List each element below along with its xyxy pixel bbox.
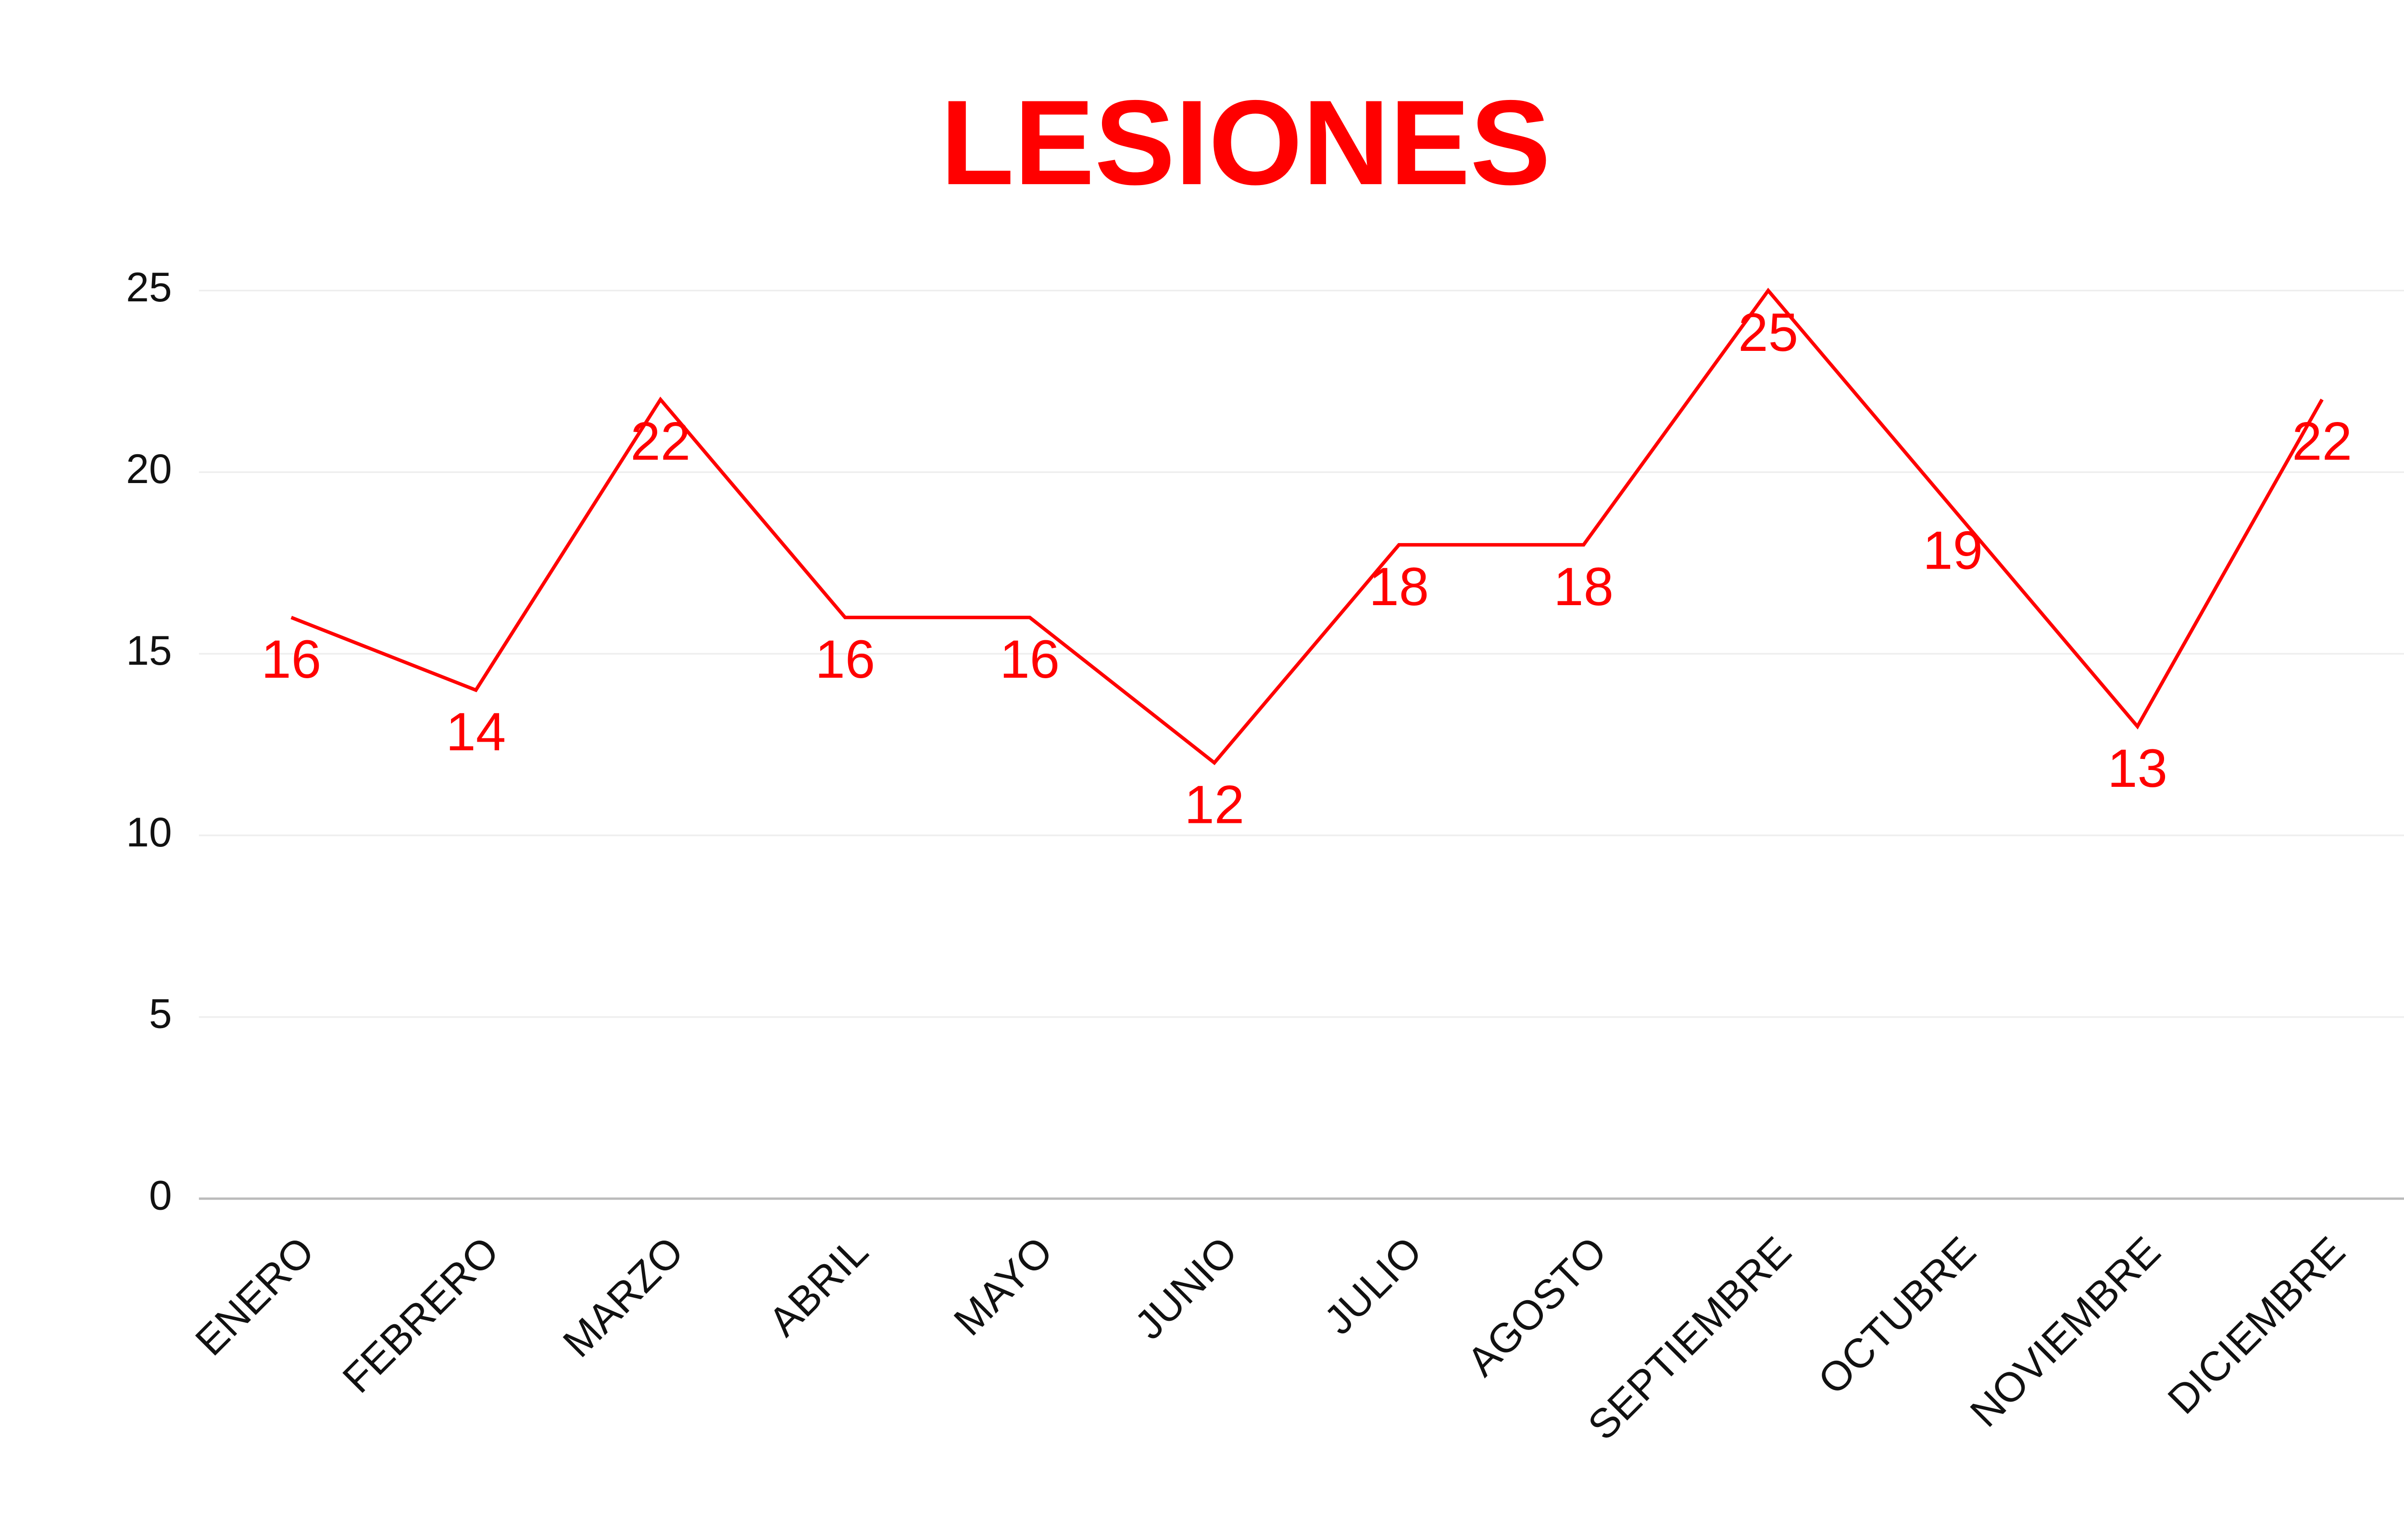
data-label: 16 — [815, 629, 875, 689]
data-label: 16 — [261, 629, 321, 689]
data-label: 13 — [2107, 738, 2167, 798]
x-tick-label: MAYO — [945, 1228, 1062, 1344]
x-tick-label: ENERO — [187, 1228, 323, 1365]
data-label: 19 — [1923, 520, 1983, 580]
y-tick-label: 25 — [126, 264, 172, 310]
data-label: 16 — [1000, 629, 1060, 689]
data-label: 12 — [1184, 774, 1244, 834]
x-tick-label: AGOSTO — [1458, 1228, 1615, 1385]
data-label: 25 — [1738, 302, 1798, 362]
y-tick-label: 20 — [126, 446, 172, 492]
y-tick-label: 0 — [149, 1173, 172, 1219]
x-tick-label: NOVIEMBRE — [1962, 1228, 2169, 1436]
data-label: 22 — [2292, 411, 2352, 472]
data-label: 18 — [1553, 556, 1614, 617]
x-tick-label: DICIEMBRE — [2159, 1228, 2354, 1423]
data-label: 18 — [1369, 556, 1429, 617]
y-tick-label: 5 — [149, 991, 172, 1037]
x-tick-label: FEBRERO — [334, 1228, 508, 1402]
y-tick-label: 15 — [126, 628, 172, 674]
x-tick-label: JULIO — [1315, 1228, 1431, 1343]
data-line — [290, 287, 2324, 765]
x-tick-label: OCTUBRE — [1809, 1228, 1985, 1403]
x-tick-label: MARZO — [554, 1228, 692, 1366]
y-tick-label: 10 — [126, 809, 172, 856]
data-label: 14 — [446, 701, 506, 762]
data-label: 22 — [630, 411, 690, 472]
x-tick-label: ABRIL — [760, 1228, 877, 1345]
x-tick-label: JUNIO — [1126, 1228, 1246, 1348]
chart-title: LESIONES — [940, 75, 1551, 210]
